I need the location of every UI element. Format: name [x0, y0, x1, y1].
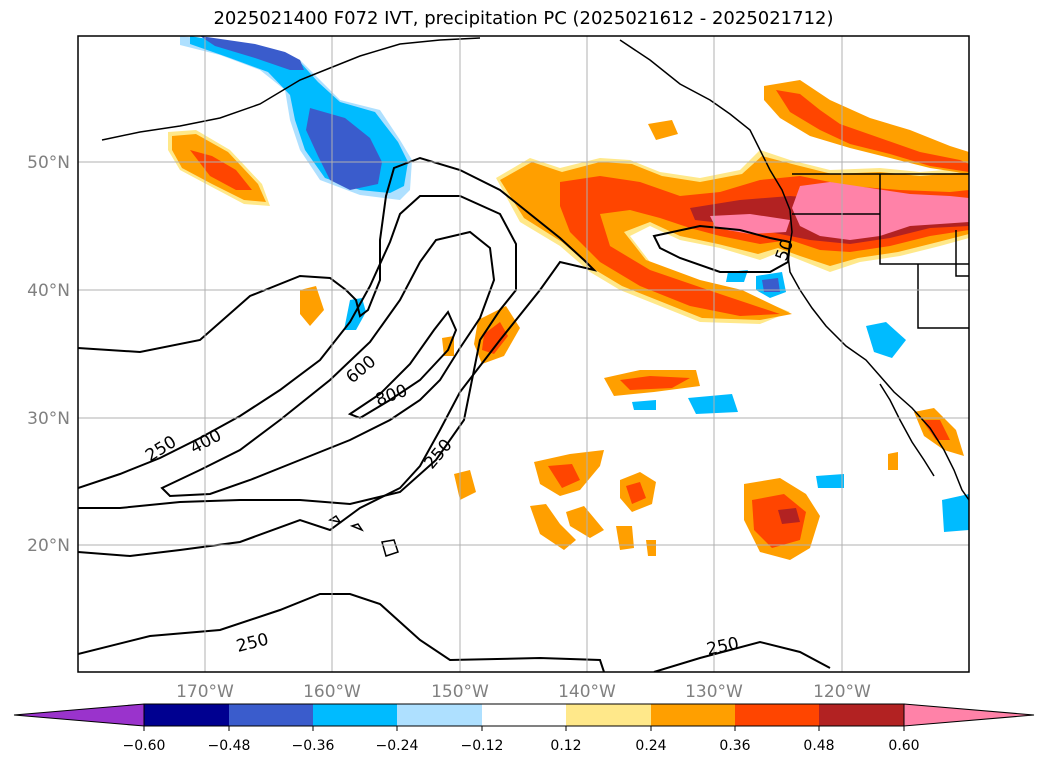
colorbar-tick-label: −0.24	[376, 738, 419, 754]
colorbar: −0.60 −0.48 −0.36 −0.24 −0.12 0.12 0.24 …	[13, 703, 1035, 754]
lat-label: 40°N	[27, 281, 70, 301]
precip-red-small-8	[752, 494, 806, 548]
coastline-baja	[879, 383, 935, 477]
lat-label: 20°N	[27, 536, 70, 556]
colorbar-segment	[397, 704, 482, 726]
lon-label: 130°W	[685, 682, 743, 702]
precip-pink-main	[710, 182, 969, 240]
colorbar-tick-label: 0.12	[550, 738, 581, 754]
precip-red-small-4	[922, 420, 950, 440]
ivt-contours	[78, 156, 831, 672]
lat-label: 50°N	[27, 153, 70, 173]
colorbar-ticks	[143, 726, 905, 731]
contour-label: 250	[142, 432, 180, 466]
coastline-alaska	[101, 37, 481, 141]
precip-red-north	[776, 90, 969, 172]
colorbar-tick-label: −0.36	[292, 738, 335, 754]
ivt-contour-250-southeast	[653, 640, 831, 672]
colorbar-segment	[651, 704, 735, 726]
colorbar-segment	[482, 704, 566, 726]
lon-label: 160°W	[303, 682, 361, 702]
map-title: 2025021400 F072 IVT, precipitation PC (2…	[213, 8, 834, 29]
lon-label: 120°W	[813, 682, 871, 702]
negative-precip-areas	[180, 36, 969, 532]
coastline-alaska-panhandle	[619, 39, 761, 151]
precip-blue	[200, 36, 382, 190]
precip-cyan-small-5	[816, 474, 969, 532]
colorbar-segment	[313, 704, 397, 726]
colorbar-segment	[735, 704, 819, 726]
colorbar-tick-label: −0.12	[461, 738, 504, 754]
precip-orange-north	[764, 80, 969, 174]
colorbar-extend-high	[903, 703, 1035, 727]
coastline-north-america	[759, 149, 969, 501]
colorbar-tick-label: 0.60	[888, 738, 919, 754]
precip-blue-small	[762, 278, 780, 292]
longitude-labels: 170°W 160°W 150°W 140°W 130°W 120°W	[176, 682, 871, 702]
colorbar-extend-low	[13, 703, 145, 727]
lon-label: 150°W	[431, 682, 489, 702]
contour-label: 400	[187, 426, 225, 459]
precip-red-small-3	[620, 376, 690, 390]
map-panel: 250 400 600 800 250 250 250 50	[78, 36, 969, 672]
precip-orange-small-7	[530, 504, 604, 550]
contour-label: 800	[373, 381, 410, 411]
contour-label: 600	[342, 352, 380, 388]
lat-label: 30°N	[27, 409, 70, 429]
colorbar-segment	[566, 704, 651, 726]
lon-label: 170°W	[176, 682, 234, 702]
contour-label: 250	[705, 634, 741, 660]
latitude-labels: 20°N 30°N 40°N 50°N	[27, 153, 70, 556]
lon-label: 140°W	[558, 682, 616, 702]
precip-red-small-5	[548, 464, 580, 488]
ivt-contour-250-south	[78, 593, 605, 672]
colorbar-segment	[229, 704, 313, 726]
ivt-contour-400	[78, 195, 517, 509]
contour-label: 250	[421, 435, 457, 473]
map-frame	[77, 35, 970, 673]
colorbar-tick-label: 0.36	[719, 738, 750, 754]
precip-red-small-2	[482, 322, 508, 354]
precip-cyan-small-3	[866, 322, 906, 358]
colorbar-tick-label: −0.48	[208, 738, 251, 754]
precip-darkred-small-8	[778, 508, 800, 524]
ivt-contour-800	[347, 310, 458, 420]
ivt-contour-250-main	[78, 156, 598, 558]
colorbar-tick-label: 0.48	[803, 738, 834, 754]
precip-cyan-small-4	[632, 394, 738, 414]
grid	[78, 36, 969, 672]
precip-red-small-6	[626, 482, 646, 504]
ivt-contour-600	[160, 230, 496, 498]
precip-orange-small-9	[442, 336, 898, 556]
contour-label: 250	[234, 630, 270, 657]
colorbar-frame	[143, 703, 905, 727]
state-borders	[792, 173, 969, 329]
coastlines	[101, 37, 969, 557]
colorbar-tick-label: 0.24	[635, 738, 666, 754]
positive-precip-areas	[168, 80, 969, 560]
colorbar-segment	[144, 704, 229, 726]
colorbar-tick-label: −0.60	[123, 738, 166, 754]
colorbar-segment	[819, 704, 904, 726]
coastline-hawaii	[328, 514, 399, 557]
